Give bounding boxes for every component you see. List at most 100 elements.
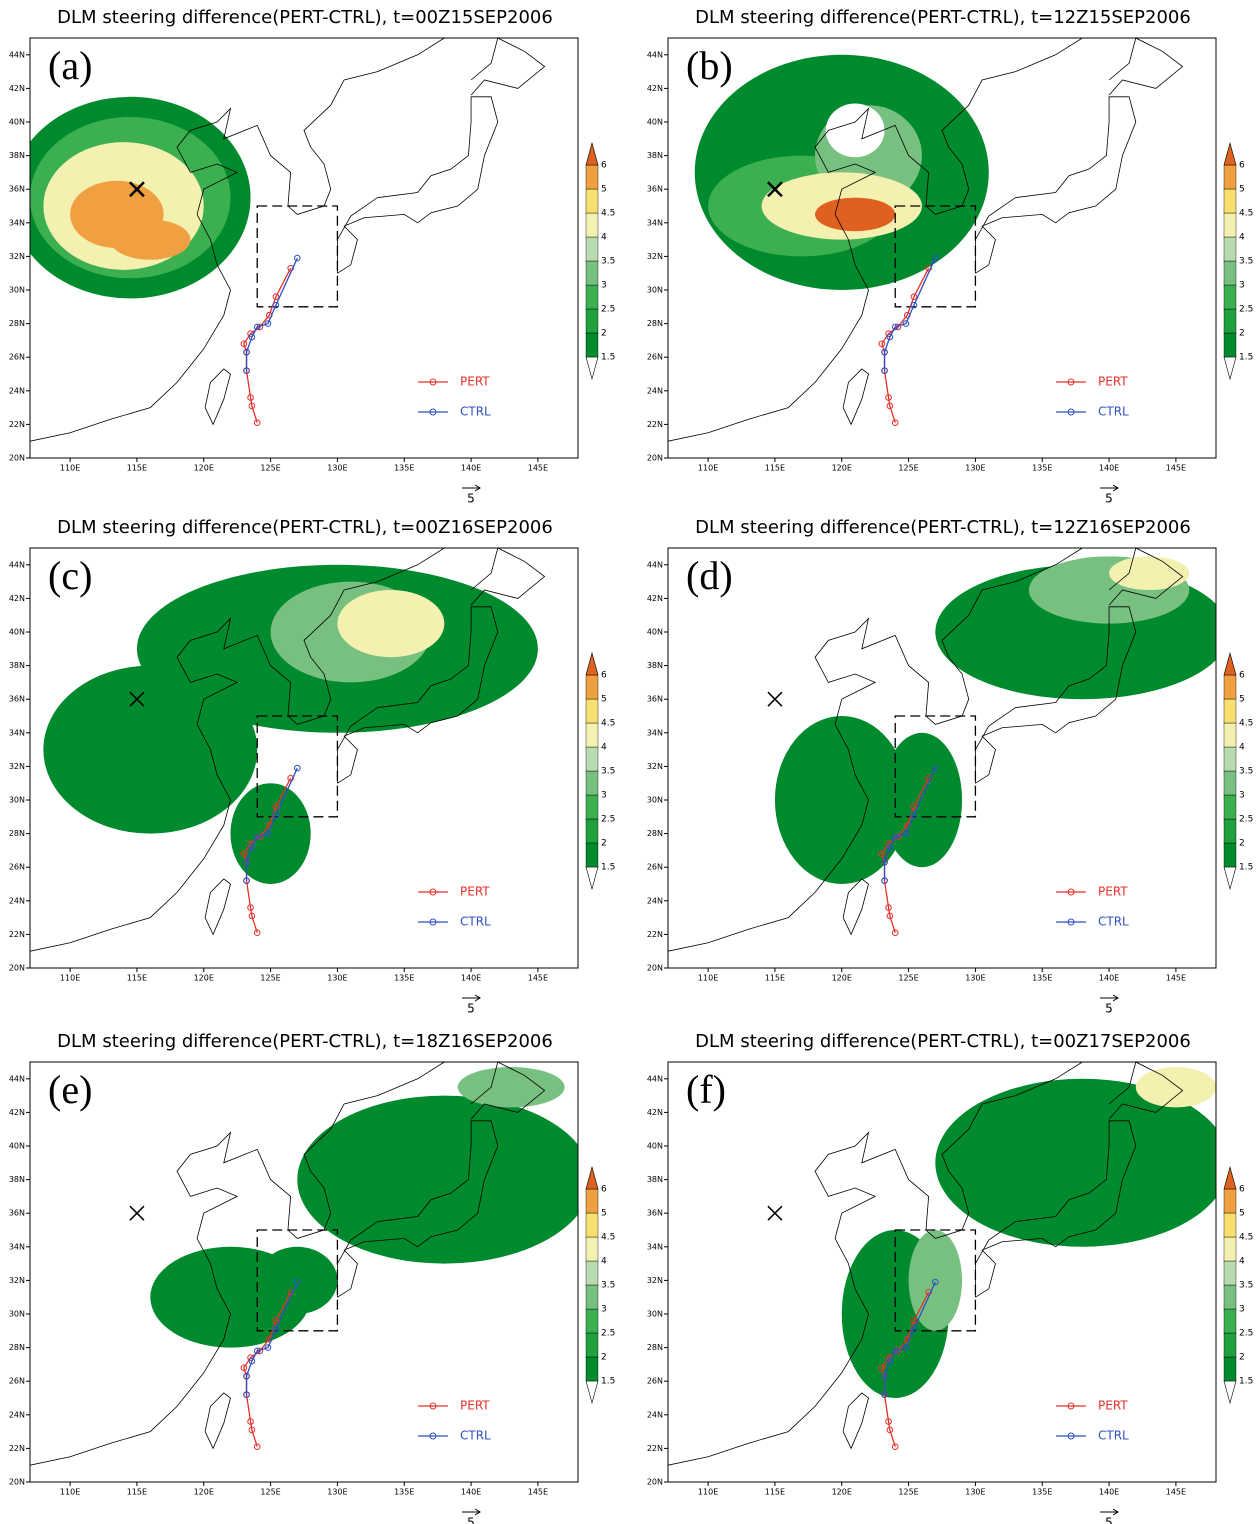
y-tick-label: 32N — [647, 252, 663, 261]
colorbar-label: 1.5 — [601, 353, 615, 363]
x-tick-label: 135E — [394, 464, 414, 473]
colorbar-label: 2.5 — [601, 305, 615, 315]
colorbar-label: 4.5 — [601, 719, 615, 729]
track-line — [245, 767, 298, 881]
colorbar-label: 2 — [601, 329, 607, 339]
colorbar-label: 1.5 — [1239, 353, 1253, 363]
colorbar-segment — [1223, 842, 1237, 868]
track-point — [264, 320, 272, 327]
track-point — [891, 929, 899, 937]
y-tick-label: 22N — [9, 930, 25, 939]
colorbar-segment — [1223, 284, 1237, 310]
colorbar-label: 4 — [1239, 743, 1245, 753]
colorbar-segment — [585, 308, 599, 334]
perturbation-center — [767, 1205, 783, 1221]
x-tick-label: 120E — [832, 1488, 852, 1497]
coastline — [975, 606, 1137, 784]
x-tick-label: 130E — [965, 464, 985, 473]
reference-arrowhead — [1112, 484, 1119, 492]
colorbar-label: 3.5 — [601, 257, 615, 267]
colorbar-label: 3.5 — [1239, 1281, 1253, 1291]
focus-box — [256, 205, 339, 308]
y-tick-label: 28N — [9, 829, 25, 838]
y-tick-label: 32N — [9, 762, 25, 771]
y-tick-label: 24N — [647, 386, 663, 395]
colorbar-segment — [1223, 308, 1237, 334]
track-point — [878, 1364, 886, 1372]
track-point — [272, 803, 280, 811]
track-point — [902, 830, 910, 837]
coastline — [668, 548, 1083, 952]
legend-point — [429, 408, 437, 416]
coastline — [668, 38, 1083, 442]
map-area — [30, 1062, 578, 1466]
y-tick-label: 32N — [9, 252, 25, 261]
y-tick-label: 40N — [647, 628, 663, 637]
colorbar-label: 6 — [1239, 1185, 1245, 1195]
panel: DLM steering difference(PERT-CTRL), t=12… — [647, 7, 1254, 506]
legend-point — [1067, 1432, 1075, 1440]
colorbar-end — [1223, 1380, 1237, 1405]
track-point — [891, 833, 899, 841]
track-point — [248, 1426, 256, 1434]
reference-arrowhead — [474, 1508, 481, 1516]
reference-label: 5 — [1105, 492, 1113, 506]
colorbar-label: 4 — [601, 233, 607, 243]
colorbar-label: 3.5 — [1239, 767, 1253, 777]
y-tick-label: 20N — [9, 1478, 25, 1487]
colorbar-label: 2.5 — [1239, 815, 1253, 825]
y-tick-label: 40N — [647, 1142, 663, 1151]
y-tick-label: 40N — [9, 1142, 25, 1151]
colorbar-label: 2.5 — [1239, 305, 1253, 315]
colorbar-segment — [585, 1308, 599, 1334]
colorbar-end — [585, 1165, 599, 1190]
y-tick-label: 38N — [9, 661, 25, 670]
reference-arrowhead — [474, 484, 481, 492]
track-point — [932, 764, 939, 772]
x-tick-label: 140E — [461, 464, 481, 473]
coastline — [204, 368, 231, 426]
colorbar-end — [585, 1380, 599, 1405]
track-point — [878, 850, 886, 858]
y-tick-label: 42N — [647, 84, 663, 93]
x-tick-label: 135E — [394, 1488, 414, 1497]
track-point — [886, 912, 894, 920]
colorbar-end — [585, 651, 599, 676]
x-tick-label: 130E — [965, 1488, 985, 1497]
track-point — [932, 254, 939, 262]
colorbar-label: 2 — [1239, 329, 1245, 339]
y-tick-label: 30N — [647, 286, 663, 295]
x-tick-label: 140E — [1099, 464, 1119, 473]
x-tick-label: 125E — [260, 1488, 280, 1497]
panel: DLM steering difference(PERT-CTRL), t=00… — [9, 517, 616, 1016]
y-tick-label: 44N — [647, 50, 663, 59]
map-frame — [667, 37, 1217, 459]
y-tick-label: 26N — [9, 353, 25, 362]
x-tick-label: 145E — [528, 1488, 548, 1497]
x-tick-label: 120E — [194, 464, 214, 473]
colorbar-label: 3.5 — [601, 1281, 615, 1291]
colorbar-segment — [1223, 212, 1237, 238]
colorbar-label: 3 — [601, 1305, 607, 1315]
y-tick-label: 40N — [9, 118, 25, 127]
colorbar-segment — [585, 770, 599, 796]
legend-label: CTRL — [1098, 915, 1129, 929]
x-tick-label: 145E — [1166, 1488, 1186, 1497]
y-tick-label: 42N — [9, 594, 25, 603]
colorbar-label: 2 — [1239, 839, 1245, 849]
x-tick-label: 145E — [528, 974, 548, 983]
x-tick-label: 145E — [1166, 464, 1186, 473]
colorbar-segment — [1223, 770, 1237, 796]
marker-stroke — [129, 1205, 145, 1221]
x-tick-label: 130E — [327, 974, 347, 983]
track-line — [245, 257, 298, 371]
coastline — [975, 96, 1137, 274]
colorbar-label: 2.5 — [601, 815, 615, 825]
track-point — [891, 1347, 899, 1355]
x-tick-label: 125E — [260, 464, 280, 473]
coastline — [1108, 38, 1184, 96]
coastline — [337, 96, 499, 274]
y-tick-label: 26N — [647, 1377, 663, 1386]
y-tick-label: 30N — [9, 286, 25, 295]
y-tick-label: 38N — [647, 661, 663, 670]
